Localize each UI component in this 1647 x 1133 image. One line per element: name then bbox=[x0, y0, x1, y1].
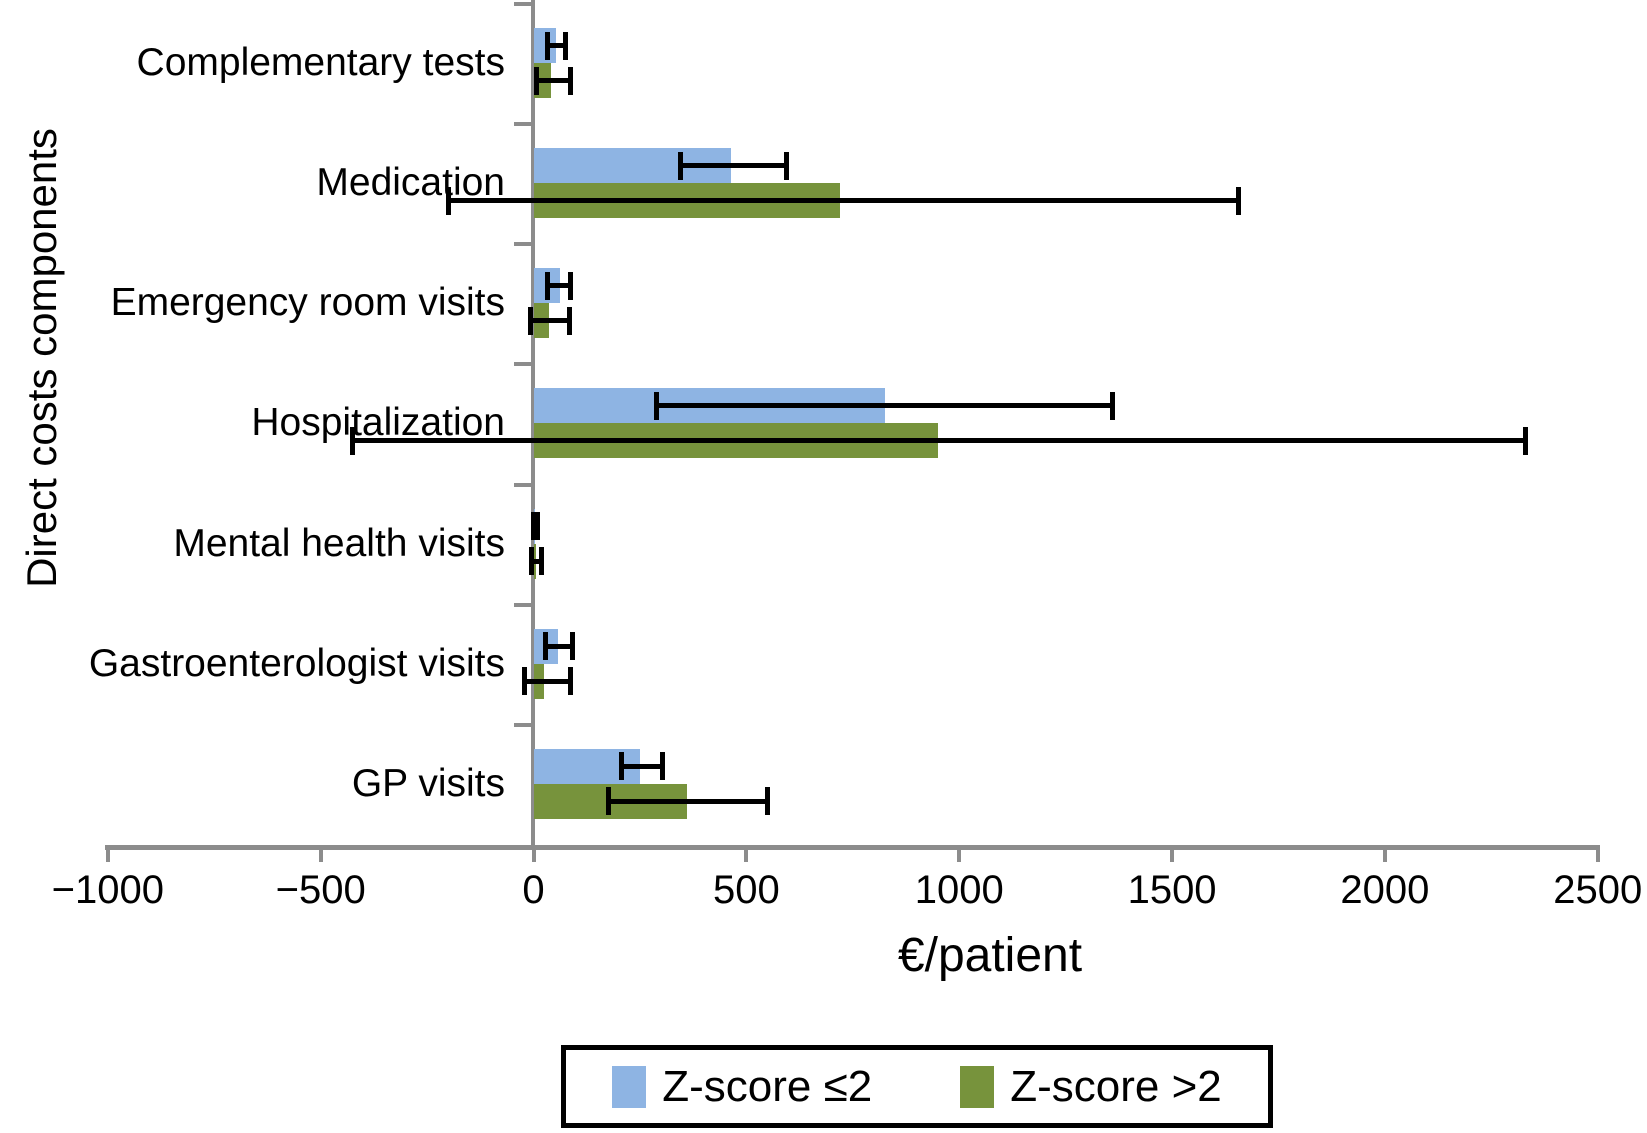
error-bar-cap-low bbox=[654, 391, 660, 420]
legend-entry-zscore-gt2: Z-score >2 bbox=[960, 1062, 1222, 1112]
error-bar-line bbox=[608, 798, 768, 804]
error-bar-cap-low bbox=[529, 547, 535, 576]
error-bar-cap-high bbox=[563, 31, 569, 60]
x-axis-tick bbox=[744, 845, 749, 862]
error-bar-line bbox=[547, 43, 566, 48]
category-label: Medication bbox=[316, 161, 505, 205]
error-bar-cap-high bbox=[568, 66, 574, 95]
error-bar-cap-high bbox=[1235, 186, 1241, 215]
y-axis-tick bbox=[514, 2, 532, 6]
error-bar-cap-low bbox=[618, 752, 624, 781]
error-bar-cap-high bbox=[1109, 391, 1115, 420]
error-bar-cap-low bbox=[543, 632, 549, 661]
error-bar-cap-high bbox=[569, 632, 575, 661]
error-bar-line bbox=[536, 78, 571, 83]
data-bar bbox=[533, 28, 556, 63]
x-tick-label: −500 bbox=[275, 868, 366, 912]
error-bar-line bbox=[448, 198, 1239, 204]
error-bar-cap-low bbox=[521, 667, 527, 696]
error-bar-cap-high bbox=[784, 151, 790, 180]
error-bar-cap-high bbox=[567, 271, 573, 300]
error-bar-cap-low bbox=[528, 306, 534, 335]
error-bar-cap-high bbox=[534, 512, 540, 541]
y-axis-tick bbox=[514, 362, 532, 367]
legend-swatch-blue bbox=[612, 1065, 647, 1108]
error-bar-line bbox=[531, 558, 542, 564]
error-bar-cap-high bbox=[567, 306, 573, 335]
y-axis-title: Direct costs components bbox=[18, 128, 65, 588]
error-bar-line bbox=[524, 678, 571, 684]
error-bar-cap-low bbox=[545, 271, 551, 300]
legend-label: Z-score ≤2 bbox=[662, 1061, 873, 1111]
error-bar-cap-high bbox=[538, 547, 544, 576]
category-label: Hospitalization bbox=[251, 401, 505, 445]
x-tick-label: −1000 bbox=[51, 868, 164, 912]
error-bar-line bbox=[621, 763, 663, 769]
error-bar-line bbox=[352, 438, 1526, 444]
y-axis-tick bbox=[514, 722, 532, 727]
x-axis-tick bbox=[105, 845, 110, 862]
y-axis-tick bbox=[514, 482, 532, 487]
error-bar-cap-high bbox=[659, 752, 665, 781]
error-bar-cap-high bbox=[1522, 426, 1528, 455]
error-bar-cap-low bbox=[544, 31, 550, 60]
error-bar-line bbox=[545, 643, 573, 649]
legend-swatch-green bbox=[960, 1065, 995, 1108]
y-axis-tick bbox=[514, 242, 532, 247]
error-bar-cap-low bbox=[531, 512, 536, 541]
error-bar-line bbox=[656, 403, 1113, 409]
legend-box: Z-score ≤2 Z-score >2 bbox=[561, 1045, 1273, 1128]
x-axis-tick bbox=[957, 845, 962, 862]
y-axis-tick bbox=[514, 602, 532, 607]
error-bar-cap-low bbox=[350, 426, 356, 455]
x-axis-title: €/patient bbox=[897, 929, 1083, 982]
x-tick-label: 2500 bbox=[1553, 868, 1643, 912]
x-tick-label: 2000 bbox=[1340, 868, 1430, 912]
x-axis-line bbox=[105, 845, 1600, 850]
category-label: Mental health visits bbox=[173, 521, 505, 565]
category-label: GP visits bbox=[351, 761, 505, 805]
error-bar-cap-high bbox=[567, 667, 573, 696]
error-bar-line bbox=[530, 318, 570, 324]
x-axis-tick bbox=[531, 845, 536, 862]
legend-label: Z-score >2 bbox=[1010, 1061, 1222, 1111]
x-axis-tick bbox=[1595, 845, 1600, 862]
error-bar-line bbox=[680, 163, 787, 169]
category-label: Complementary tests bbox=[136, 41, 505, 85]
y-axis-line bbox=[531, 0, 535, 847]
x-tick-label: 1500 bbox=[1127, 868, 1217, 912]
x-tick-label: 500 bbox=[712, 868, 780, 912]
error-bar-cap-low bbox=[533, 66, 539, 95]
legend-entry-zscore-le2: Z-score ≤2 bbox=[612, 1062, 872, 1112]
error-bar-cap-low bbox=[605, 787, 611, 816]
category-label: Gastroenterologist visits bbox=[88, 641, 505, 685]
x-tick-label: 1000 bbox=[914, 868, 1004, 912]
error-bar-cap-high bbox=[764, 787, 770, 816]
category-label: Emergency room visits bbox=[110, 281, 505, 325]
x-tick-label: 0 bbox=[522, 868, 545, 912]
x-axis-tick bbox=[1170, 845, 1175, 862]
error-bar-cap-low bbox=[677, 151, 683, 180]
x-axis-tick bbox=[1382, 845, 1387, 862]
x-axis-tick bbox=[318, 845, 323, 862]
y-axis-tick bbox=[514, 122, 532, 127]
error-bar-cap-low bbox=[445, 186, 451, 215]
error-bar-line bbox=[547, 283, 571, 289]
